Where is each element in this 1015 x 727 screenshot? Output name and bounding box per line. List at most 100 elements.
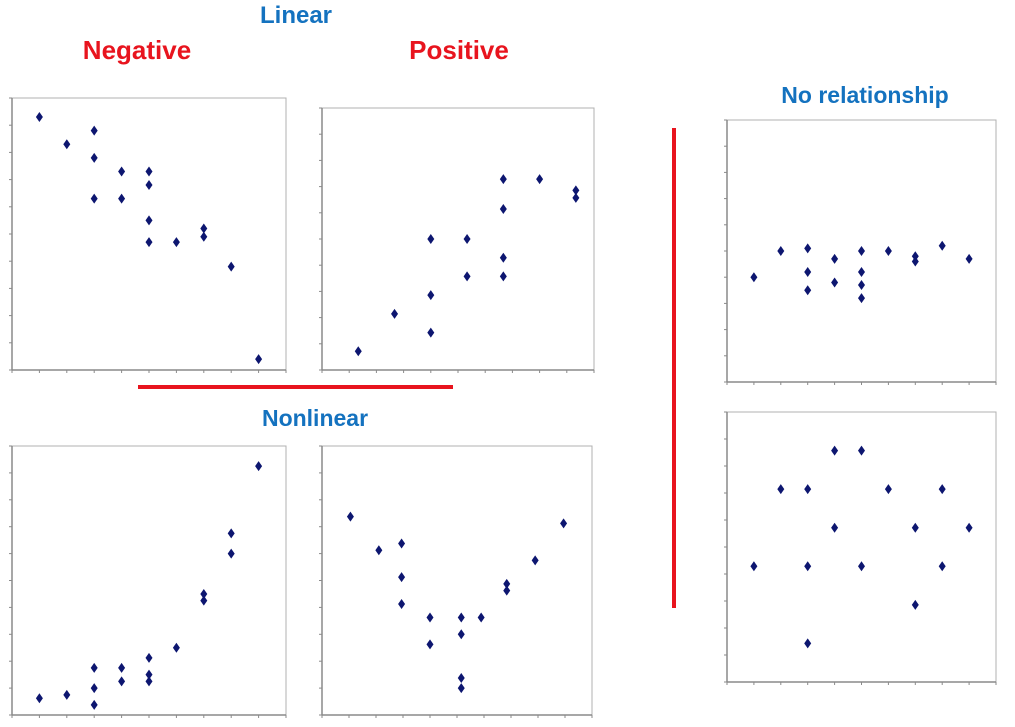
data-point <box>804 484 812 495</box>
data-point <box>90 699 98 710</box>
data-point <box>227 261 235 272</box>
data-point <box>457 629 465 640</box>
data-point <box>118 662 126 673</box>
data-point <box>227 528 235 539</box>
no-relationship-heading: No relationship <box>781 82 949 108</box>
data-point <box>804 638 812 649</box>
data-point <box>354 346 362 357</box>
data-point <box>457 612 465 623</box>
data-point <box>572 185 580 196</box>
data-point <box>398 599 406 610</box>
data-point <box>750 272 758 283</box>
data-point <box>858 280 865 291</box>
data-point <box>457 673 465 684</box>
data-point <box>172 237 180 248</box>
data-point <box>255 461 263 472</box>
data-point <box>531 555 539 566</box>
positive-heading: Positive <box>409 35 509 65</box>
data-point <box>499 174 507 185</box>
data-point <box>145 652 153 663</box>
data-point <box>35 112 43 123</box>
data-point <box>227 548 235 559</box>
data-point <box>503 585 511 596</box>
data-point <box>63 689 71 700</box>
data-point <box>777 246 785 256</box>
vertical-divider <box>672 128 676 608</box>
data-point <box>911 256 919 267</box>
data-point <box>457 683 465 694</box>
data-point <box>858 561 865 572</box>
data-point <box>804 243 812 254</box>
data-point <box>90 683 98 694</box>
data-point <box>391 308 399 319</box>
data-point <box>572 192 580 203</box>
data-point <box>750 561 758 572</box>
data-point <box>35 693 43 704</box>
data-point <box>831 253 839 264</box>
data-point <box>831 445 839 456</box>
data-point <box>463 234 471 244</box>
data-point <box>884 484 892 495</box>
data-point <box>90 662 98 673</box>
data-point <box>804 285 812 296</box>
data-point <box>831 277 839 288</box>
data-point <box>426 639 434 650</box>
data-point <box>858 293 865 304</box>
data-point <box>427 290 435 301</box>
data-point <box>427 234 435 244</box>
data-point <box>911 251 919 262</box>
data-point <box>477 612 485 623</box>
data-point <box>398 572 406 583</box>
data-point <box>398 538 406 549</box>
negative-heading: Negative <box>82 35 192 65</box>
data-point <box>938 484 946 495</box>
data-point <box>503 578 511 589</box>
data-point <box>858 246 865 256</box>
data-point <box>63 139 71 150</box>
data-point <box>118 676 126 687</box>
data-point <box>965 522 973 533</box>
data-point <box>145 215 153 226</box>
data-point <box>90 125 98 136</box>
data-point <box>911 522 919 533</box>
data-point <box>499 252 507 263</box>
data-point <box>145 166 153 177</box>
data-point <box>777 484 785 495</box>
data-point <box>375 545 383 556</box>
data-point <box>145 180 153 191</box>
data-point <box>427 327 435 338</box>
data-point <box>346 511 354 522</box>
data-point <box>200 223 208 234</box>
data-point <box>938 561 946 572</box>
data-point <box>172 642 180 653</box>
data-point <box>499 271 507 282</box>
horizontal-divider <box>138 385 453 389</box>
data-point <box>118 193 126 204</box>
data-point <box>426 612 434 623</box>
data-point <box>90 152 98 163</box>
data-point <box>938 240 946 251</box>
data-point <box>145 237 153 248</box>
data-point <box>200 231 208 242</box>
data-point <box>965 253 973 264</box>
data-point <box>560 518 568 529</box>
data-point <box>200 595 208 606</box>
data-point <box>200 588 208 599</box>
data-point <box>463 271 471 282</box>
data-point <box>831 522 839 533</box>
data-point <box>255 354 263 365</box>
data-point <box>118 166 126 177</box>
data-point <box>858 266 865 277</box>
data-point <box>145 669 153 680</box>
data-point <box>804 561 812 572</box>
data-point <box>145 676 153 687</box>
data-point <box>858 445 865 456</box>
data-point <box>884 246 892 256</box>
data-point <box>90 193 98 204</box>
linear-heading: Linear <box>259 2 333 29</box>
